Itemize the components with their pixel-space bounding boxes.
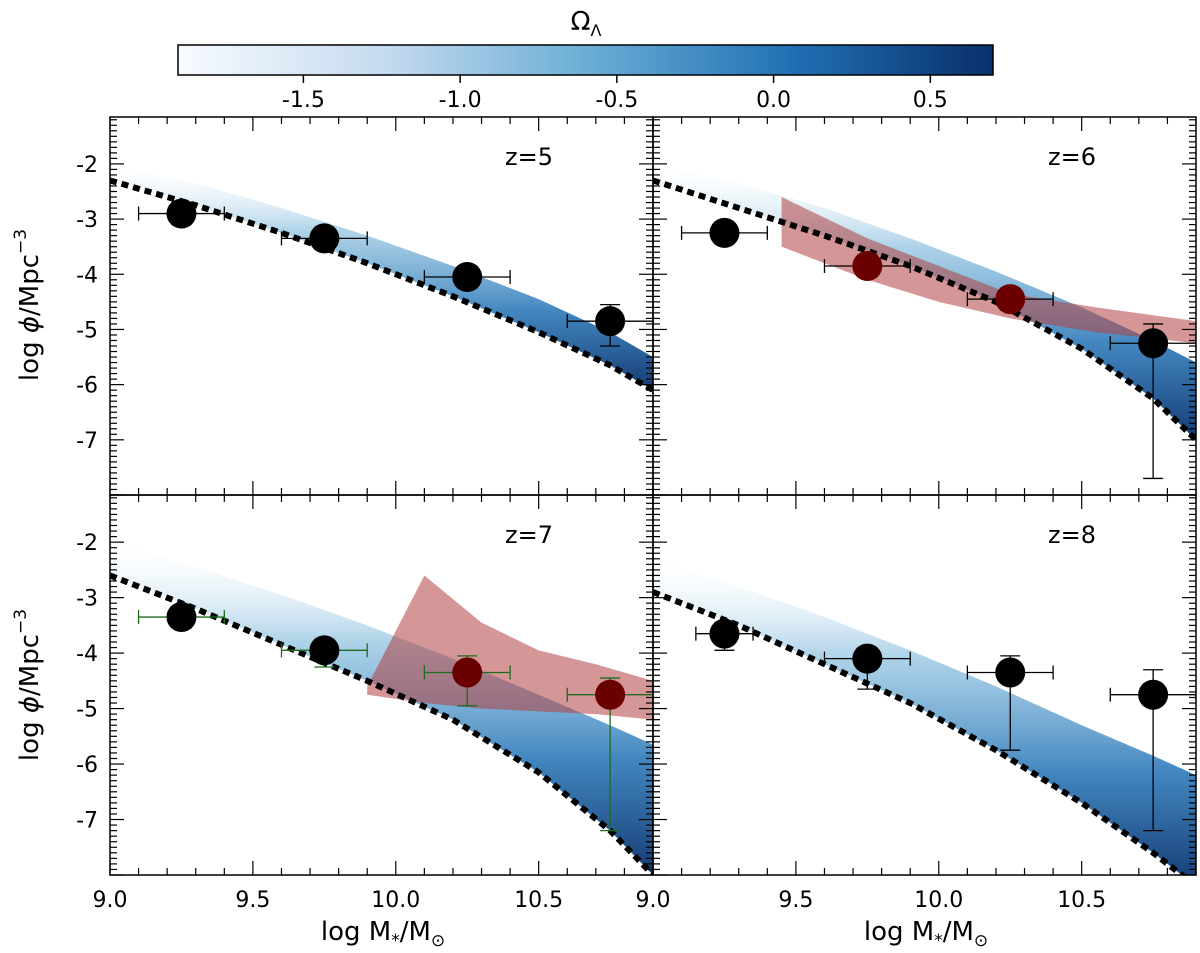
axis-ticks [109, 117, 654, 496]
panels: -2 -3 -4 -5 -6 -7 z=5 z=6 -2 -3 -4 -5 -6 -7 9.0 9.5 10.0… [76, 116, 1197, 913]
axis-ticks [109, 495, 654, 876]
x-axis-title-right: log M*/M⊙ [864, 917, 988, 951]
model-band [653, 163, 1196, 440]
data-point [566, 303, 653, 347]
y-tick-label: -7 [76, 809, 98, 834]
point-marker [852, 643, 883, 674]
model-line [653, 177, 1196, 442]
data-point [695, 618, 754, 651]
y-tick-label: -3 [76, 587, 98, 612]
data-point [566, 677, 653, 832]
x-tick-label: 9.5 [235, 888, 270, 913]
panel-z=8: 9.0 9.5 10.0 10.5 z=8 [636, 494, 1197, 913]
panel-frame [652, 116, 1197, 496]
data-point [966, 655, 1054, 751]
y-tick-label: -6 [76, 753, 98, 778]
panel-frame [652, 494, 1197, 876]
y-tick-label: -3 [76, 208, 98, 233]
point-marker [452, 657, 483, 688]
point-marker [452, 262, 483, 293]
point-marker [166, 602, 197, 633]
point-marker [995, 284, 1026, 315]
x-tick-label: 10.5 [514, 888, 563, 913]
x-tick-label: 9.0 [636, 888, 671, 913]
point-marker [1138, 328, 1169, 359]
point-marker [1138, 679, 1169, 710]
y-tick-label: -2 [76, 531, 98, 556]
model-band [110, 163, 653, 391]
colorbar-ticks: -1.5 -1.0 -0.5 0.0 0.5 [282, 75, 948, 113]
data-point [1109, 669, 1196, 832]
panel-label: z=8 [1048, 521, 1096, 549]
point-marker [309, 223, 340, 254]
panel-label: z=5 [505, 143, 553, 171]
x-tick-label: 10.0 [371, 888, 420, 913]
panel-label: z=6 [1048, 143, 1096, 171]
model-band [110, 542, 653, 875]
x-tick-label: 10.5 [1057, 888, 1106, 913]
y-axis-title-bottom: log ϕ/Mpc−3 [11, 609, 45, 761]
y-tick-label: -5 [76, 698, 98, 723]
y-tick-label: -2 [76, 153, 98, 178]
model-line [653, 589, 1187, 875]
y-axis-title-top: log ϕ/Mpc−3 [11, 229, 45, 381]
model-band [653, 558, 1196, 875]
y-tick-label: -4 [76, 642, 98, 667]
colorbar: ΩΛ -1.5 -1.0 -0.5 0.0 0.5 [177, 7, 994, 113]
data-point [1109, 323, 1196, 480]
axis-ticks [652, 117, 1197, 496]
x-tick-label: 9.0 [93, 888, 128, 913]
x-tick-label: 10.0 [914, 888, 963, 913]
point-marker [166, 198, 197, 229]
colorbar-tick-label: -1.5 [282, 88, 325, 113]
point-marker [852, 250, 883, 281]
y-tick-label: -4 [76, 263, 98, 288]
point-marker [595, 679, 626, 710]
data-point [280, 635, 368, 668]
data-point [680, 217, 768, 248]
colorbar-tick-label: -1.0 [439, 88, 482, 113]
model-line [110, 177, 653, 393]
data-point [423, 262, 511, 293]
data-point [823, 643, 911, 690]
point-marker [995, 657, 1026, 688]
x-tick-label: 9.5 [778, 888, 813, 913]
data-point [966, 284, 1054, 315]
y-tick-label: -5 [76, 318, 98, 343]
panel-z=5: -2 -3 -4 -5 -6 -7 z=5 [76, 116, 654, 496]
axis-ticks [652, 495, 1197, 876]
panel-z=7: -2 -3 -4 -5 -6 -7 9.0 9.5 10.0 10.5 z=7 [76, 494, 654, 913]
colorbar-gradient [177, 44, 994, 76]
colorbar-title-subscript: Λ [590, 21, 601, 40]
point-marker [709, 217, 740, 248]
data-point [137, 198, 225, 229]
data-point [823, 250, 911, 281]
data-point [137, 602, 225, 633]
model-line [110, 572, 653, 875]
point-marker [309, 635, 340, 666]
point-marker [595, 306, 626, 337]
colorbar-tick-label: 0.0 [756, 88, 791, 113]
colorbar-title: ΩΛ [571, 7, 602, 40]
y-tick-label: -6 [76, 374, 98, 399]
observed-shade [367, 575, 653, 720]
point-marker [709, 618, 740, 649]
x-axis-title-left: log M*/M⊙ [321, 917, 445, 951]
panel-frame [109, 116, 654, 496]
y-tick-label: -7 [76, 429, 98, 454]
data-point [423, 655, 511, 707]
colorbar-tick-label: 0.5 [913, 88, 948, 113]
panel-label: z=7 [505, 521, 553, 549]
colorbar-tick-label: -0.5 [595, 88, 638, 113]
data-point [280, 223, 368, 254]
panel-z=6: z=6 [652, 116, 1197, 496]
